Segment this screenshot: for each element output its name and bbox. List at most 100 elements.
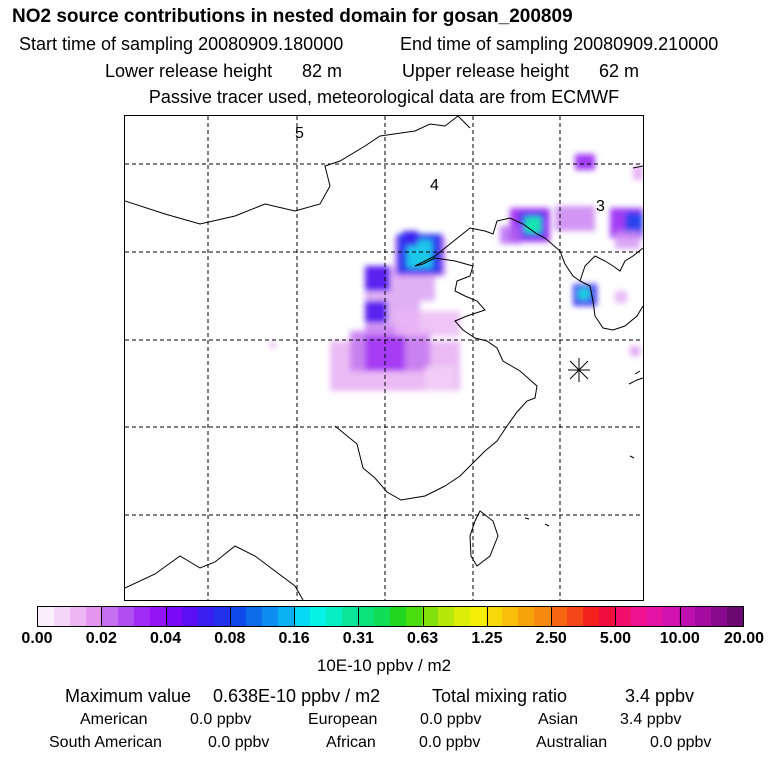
colorbar-tick-label: 0.00 [21, 630, 53, 647]
total-mixing-label: Total mixing ratio [432, 686, 568, 706]
colorbar-swatch [710, 607, 727, 626]
max-value-label: Maximum value [65, 686, 192, 706]
colorbar-swatch [134, 607, 151, 626]
region-value: 3.4 ppbv [620, 711, 682, 728]
colorbar-swatch [502, 607, 519, 626]
colorbar-swatch [118, 607, 135, 626]
region-name: Asian [538, 711, 579, 728]
map-canvas: 5 4 3 [125, 116, 643, 600]
colorbar [37, 606, 744, 627]
colorbar-swatch [38, 607, 55, 626]
colorbar-swatch [358, 607, 375, 626]
tracer-note: Passive tracer used, meteorological data… [148, 87, 620, 107]
region-label: 4 [430, 177, 439, 194]
colorbar-swatch [614, 607, 631, 626]
colorbar-swatch [646, 607, 663, 626]
colorbar-swatch [86, 607, 103, 626]
colorbar-tick-label: 0.31 [342, 630, 374, 647]
colorbar-tick-label: 1.25 [471, 630, 503, 647]
region-name: African [326, 734, 376, 751]
region-value: 0.0 ppbv [190, 711, 252, 728]
colorbar-swatch [214, 607, 231, 626]
colorbar-tick-label: 2.50 [535, 630, 567, 647]
colorbar-tick-label: 0.08 [214, 630, 246, 647]
colorbar-units: 10E-10 ppbv / m2 [316, 656, 452, 675]
region-name: Australian [536, 734, 608, 751]
colorbar-swatch [150, 607, 167, 626]
colorbar-swatch [198, 607, 215, 626]
colorbar-swatch [422, 607, 439, 626]
colorbar-swatch [294, 607, 311, 626]
colorbar-swatch [694, 607, 711, 626]
colorbar-tick-label: 0.02 [85, 630, 117, 647]
colorbar-swatch [54, 607, 71, 626]
colorbar-swatch [518, 607, 535, 626]
region-value: 0.0 ppbv [420, 711, 482, 728]
colorbar-swatch [102, 607, 119, 626]
colorbar-swatch [182, 607, 199, 626]
colorbar-separator [551, 606, 553, 627]
colorbar-separator [165, 606, 167, 627]
coastlines [125, 116, 643, 600]
end-time-label: End time of sampling 20080909.210000 [400, 34, 719, 54]
total-mixing-value: 3.4 ppbv [625, 686, 695, 706]
colorbar-tick-label: 0.04 [149, 630, 182, 647]
colorbar-separator [486, 606, 488, 627]
colorbar-tick-label: 20.00 [723, 630, 765, 647]
colorbar-swatch [550, 607, 567, 626]
colorbar-swatch [230, 607, 247, 626]
region-name: American [80, 711, 148, 728]
colorbar-swatch [566, 607, 583, 626]
colorbar-separator [294, 606, 296, 627]
plume-layer [270, 154, 643, 391]
colorbar-swatch [582, 607, 599, 626]
upper-release-value: 62 m [599, 61, 640, 81]
colorbar-swatch [326, 607, 343, 626]
colorbar-swatch [342, 607, 359, 626]
concentration-map: 5 4 3 [124, 115, 644, 601]
colorbar-swatch [662, 607, 679, 626]
colorbar-swatch [598, 607, 615, 626]
colorbar-swatch [310, 607, 327, 626]
colorbar-swatch [470, 607, 487, 626]
colorbar-swatch [406, 607, 423, 626]
colorbar-swatch [726, 607, 743, 626]
region-name: South American [49, 734, 162, 751]
colorbar-separator [422, 606, 424, 627]
region-value: 0.0 ppbv [419, 734, 481, 751]
colorbar-swatch [374, 607, 391, 626]
colorbar-swatch [486, 607, 503, 626]
graticule [125, 116, 643, 600]
region-value: 0.0 ppbv [208, 734, 270, 751]
colorbar-tick-label: 5.00 [599, 630, 632, 647]
colorbar-swatch [438, 607, 455, 626]
region-label: 3 [596, 198, 605, 215]
lower-release-label: Lower release height [105, 61, 273, 81]
upper-release-label: Upper release height [402, 61, 570, 81]
page-title: NO2 source contributions in nested domai… [12, 6, 573, 27]
region-label: 5 [295, 125, 304, 142]
colorbar-swatch [678, 607, 695, 626]
colorbar-separator [679, 606, 681, 627]
colorbar-swatch [262, 607, 279, 626]
colorbar-swatch [534, 607, 551, 626]
colorbar-swatch [630, 607, 647, 626]
colorbar-swatch [390, 607, 407, 626]
region-value: 0.0 ppbv [650, 734, 712, 751]
colorbar-tick-label: 10.00 [659, 630, 700, 647]
colorbar-separator [358, 606, 360, 627]
receptor-marker-icon [568, 358, 590, 382]
colorbar-swatch [246, 607, 263, 626]
colorbar-tick-label: 0.16 [278, 630, 310, 647]
region-name: European [308, 711, 378, 728]
start-time-label: Start time of sampling 20080909.180000 [19, 34, 344, 54]
colorbar-separator [229, 606, 231, 627]
colorbar-tick-label: 0.63 [407, 630, 439, 647]
lower-release-value: 82 m [302, 61, 343, 81]
colorbar-swatch [278, 607, 295, 626]
colorbar-swatch [454, 607, 471, 626]
colorbar-swatch [70, 607, 87, 626]
colorbar-swatch [166, 607, 183, 626]
colorbar-separator [101, 606, 103, 627]
max-value: 0.638E-10 ppbv / m2 [213, 686, 381, 706]
